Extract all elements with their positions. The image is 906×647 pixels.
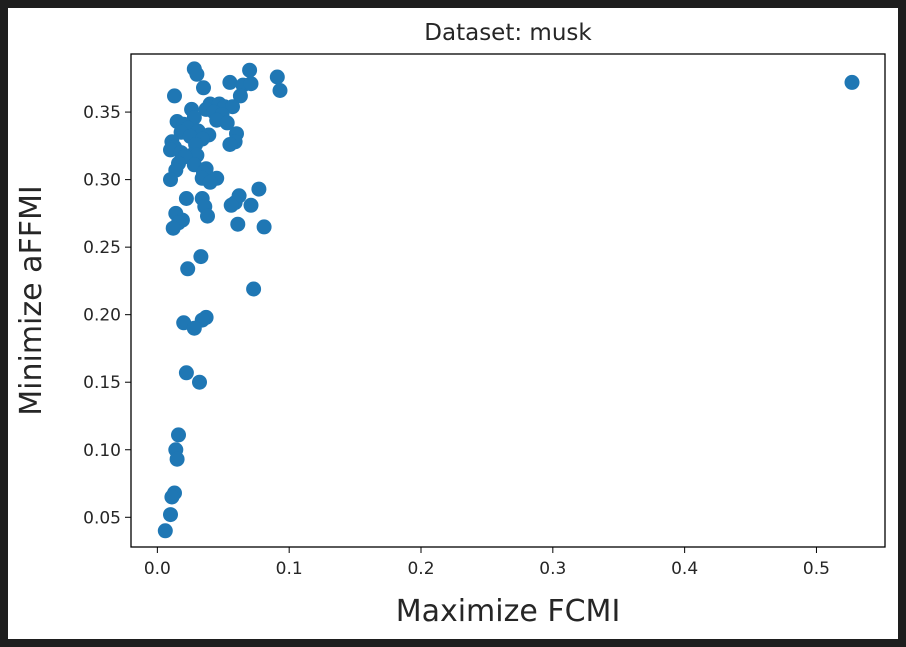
data-point — [222, 137, 238, 152]
x-tick-label: 0.3 — [539, 559, 566, 579]
data-point — [246, 281, 262, 297]
chart-title: Dataset: musk — [424, 20, 592, 46]
data-point — [196, 80, 211, 96]
data-point — [164, 489, 180, 505]
y-tick-label: 0.20 — [83, 306, 121, 326]
data-point — [180, 261, 196, 277]
data-point — [192, 374, 207, 390]
data-point — [844, 74, 860, 90]
scatter-points — [157, 61, 860, 539]
y-tick-label: 0.10 — [83, 441, 121, 461]
data-point — [243, 197, 259, 213]
y-tick-label: 0.05 — [83, 508, 121, 528]
data-point — [222, 74, 238, 90]
data-point — [178, 365, 194, 381]
data-point — [202, 174, 218, 190]
data-point — [272, 83, 288, 98]
data-point — [178, 191, 194, 206]
x-tick-label: 0.0 — [144, 559, 171, 579]
x-axis: 0.0 0.1 0.2 0.3 0.4 0.5 — [144, 547, 830, 579]
y-tick-label: 0.15 — [83, 373, 121, 393]
x-tick-label: 0.1 — [276, 559, 303, 579]
data-point — [242, 62, 258, 78]
data-point — [230, 216, 246, 232]
x-tick-label: 0.4 — [671, 559, 698, 579]
data-point — [243, 76, 259, 92]
data-point — [251, 181, 267, 197]
data-point — [219, 115, 235, 131]
y-axis-label: Minimize aFFMI — [14, 185, 49, 416]
data-point — [189, 66, 205, 82]
data-point — [223, 197, 239, 213]
data-point — [165, 220, 181, 236]
data-point — [225, 99, 240, 115]
data-point — [256, 219, 272, 235]
data-point — [171, 427, 186, 443]
data-point — [200, 208, 215, 224]
plot-area — [130, 53, 886, 548]
scatter-chart: 0.0 0.1 0.2 0.3 0.4 0.5 0.050.100.150.200.250… — [14, 20, 886, 629]
data-point — [269, 69, 285, 85]
y-axis: 0.05 0.10 0.15 0.20 0.25 0.30 0.35 — [83, 103, 131, 528]
y-tick-label: 0.35 — [83, 103, 121, 123]
data-point — [232, 88, 248, 104]
data-point — [169, 451, 185, 467]
data-point — [163, 172, 178, 188]
data-point — [167, 88, 182, 104]
data-point — [186, 320, 202, 336]
chart-figure: 0.0 0.1 0.2 0.3 0.4 0.5 0.05 0.10 0.15 0.20 0.25 0… — [8, 8, 898, 639]
data-point — [157, 523, 173, 539]
y-tick-label: 0.30 — [83, 171, 121, 191]
x-tick-label: 0.2 — [407, 559, 434, 579]
x-axis-label: Maximize FCMI — [396, 594, 621, 629]
x-tick-label: 0.5 — [803, 559, 830, 579]
data-point — [163, 507, 178, 523]
y-tick-label: 0.25 — [83, 238, 121, 258]
data-point — [193, 249, 209, 265]
